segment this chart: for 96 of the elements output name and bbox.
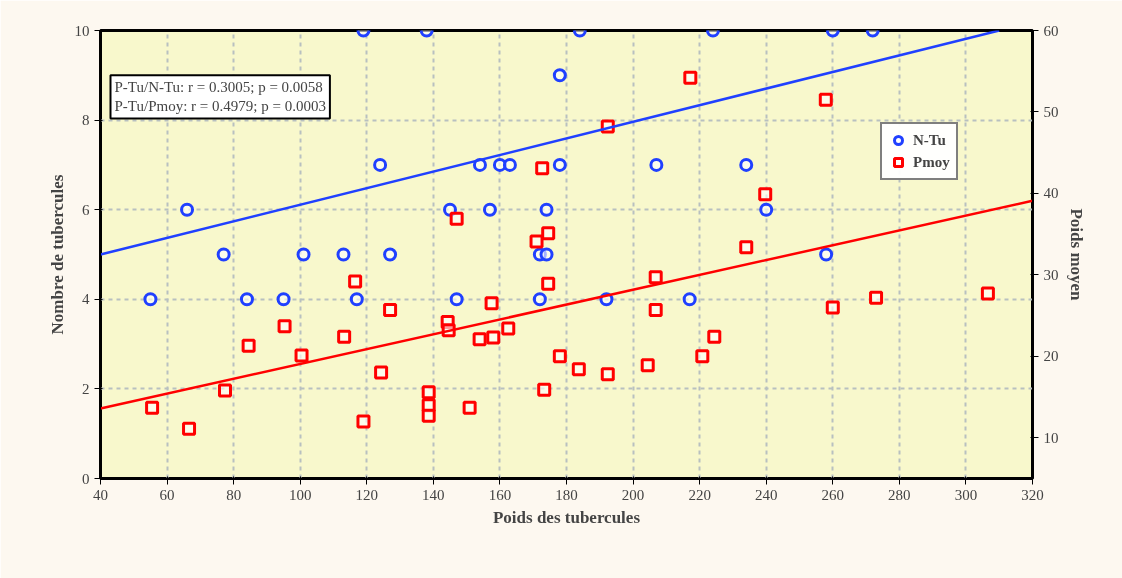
y-tick-label: 6: [82, 201, 90, 218]
point: [239, 292, 254, 307]
point: [535, 161, 550, 176]
point: [532, 292, 547, 307]
legend-label: N-Tu: [913, 131, 946, 149]
point: [707, 329, 722, 344]
point: [421, 408, 436, 423]
point: [682, 292, 697, 307]
point: [501, 321, 516, 336]
x-tick-label: 80: [226, 486, 242, 503]
point: [217, 383, 232, 398]
point: [383, 302, 398, 317]
point: [182, 421, 197, 436]
point: [374, 365, 389, 380]
point: [818, 92, 833, 107]
y-tick-label: 8: [82, 112, 90, 129]
point: [294, 348, 309, 363]
point: [648, 302, 663, 317]
x-tick-label: 300: [954, 486, 978, 503]
y2-tick-label: 30: [1043, 266, 1059, 283]
x-tick-label: 60: [159, 486, 175, 503]
x-tick-label: 140: [422, 486, 445, 503]
point: [348, 274, 363, 289]
point: [552, 157, 567, 172]
point: [484, 296, 499, 311]
point: [739, 157, 754, 172]
y2-axis-title: Poids moyen: [1066, 208, 1086, 302]
y-axis-title: Nombre de tubercules: [47, 174, 67, 335]
point: [649, 157, 664, 172]
point: [539, 202, 554, 217]
point: [759, 202, 774, 217]
point: [571, 362, 586, 377]
x-axis-title: Poids des tubercules: [492, 507, 641, 527]
point: [296, 247, 311, 262]
x-tick-label: 260: [821, 486, 845, 503]
x-tick-label: 180: [555, 486, 578, 503]
point: [640, 358, 655, 373]
point: [462, 400, 477, 415]
y2-tick-label: 50: [1043, 103, 1059, 120]
x-tick-label: 120: [355, 486, 379, 503]
point: [486, 330, 501, 345]
point: [541, 276, 556, 291]
y2-tick-label: 20: [1043, 348, 1059, 365]
point: [336, 247, 351, 262]
x-tick-label: 200: [621, 486, 645, 503]
x-tick-label: 320: [1021, 486, 1044, 503]
x-tick-label: 280: [888, 486, 911, 503]
point: [539, 247, 554, 262]
annotation: P-Tu/Pmoy: r = 0.4979; p = 0.0003: [114, 98, 326, 115]
point: [529, 234, 544, 249]
point: [349, 292, 364, 307]
x-tick-label: 100: [288, 486, 312, 503]
point: [383, 247, 398, 262]
point: [276, 292, 291, 307]
point: [758, 187, 773, 202]
point: [552, 68, 567, 83]
point: [145, 400, 160, 415]
point: [373, 157, 388, 172]
point: [180, 202, 195, 217]
y2-tick-label: 10: [1043, 429, 1059, 446]
point: [502, 157, 517, 172]
point: [449, 292, 464, 307]
y2-tick-label: 40: [1043, 185, 1059, 202]
point: [241, 338, 256, 353]
point: [277, 319, 292, 334]
y-tick-label: 4: [82, 291, 90, 308]
point: [695, 349, 710, 364]
x-tick-label: 40: [93, 486, 108, 503]
y2-tick-label: 60: [1043, 22, 1059, 39]
point: [739, 240, 754, 255]
point: [648, 270, 663, 285]
point: [552, 349, 567, 364]
point: [216, 247, 231, 262]
y-tick-label: 0: [82, 470, 90, 487]
point: [541, 226, 556, 241]
x-tick-label: 160: [488, 486, 512, 503]
point: [482, 202, 497, 217]
point: [819, 247, 834, 262]
legend-label: Pmoy: [913, 153, 950, 171]
point: [472, 332, 487, 347]
y-tick-label: 10: [74, 22, 90, 39]
annotation: P-Tu/N-Tu: r = 0.3005; p = 0.0058: [114, 79, 323, 96]
point: [537, 382, 552, 397]
point: [421, 385, 436, 400]
x-tick-label: 220: [688, 486, 711, 503]
point: [143, 292, 158, 307]
point: [337, 329, 352, 344]
point: [869, 290, 884, 305]
point: [449, 211, 464, 226]
point: [683, 70, 698, 85]
point: [356, 414, 371, 429]
point: [600, 367, 615, 382]
point: [825, 300, 840, 315]
point: [980, 286, 995, 301]
x-tick-label: 240: [754, 486, 778, 503]
y-tick-label: 2: [82, 380, 90, 397]
